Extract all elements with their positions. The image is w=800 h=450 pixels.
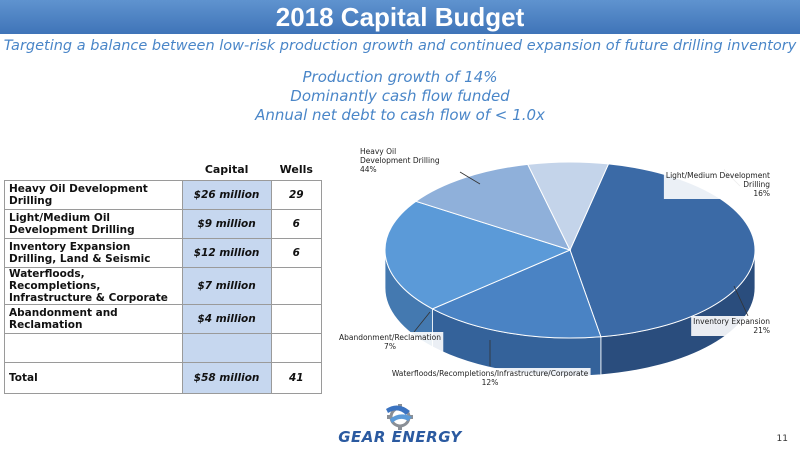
row-category [4, 333, 183, 363]
key-point: Annual net debt to cash flow of < 1.0x [255, 106, 545, 124]
company-logo: GEAR ENERGY [330, 404, 470, 450]
data-label-box [358, 146, 442, 175]
data-label-box [389, 368, 591, 388]
row-category: Inventory Expansion Drilling, Land & Sei… [4, 238, 183, 268]
row-capital: $12 million [181, 238, 272, 268]
row-capital [181, 333, 272, 363]
row-wells [270, 267, 323, 305]
capital-allocation-pie-chart: Heavy Oil Development Drilling 44% Light/Me… [336, 146, 773, 388]
slice-label: Waterfloods/Recompletions/Infrastructure… [392, 369, 589, 387]
key-point: Production growth of 14% [302, 68, 498, 86]
row-capital: $7 million [181, 267, 272, 305]
table-row: Inventory Expansion Drilling, Land & Sei… [4, 238, 323, 268]
tagline: Targeting a balance between low-risk pro… [3, 38, 797, 54]
table-row [4, 333, 323, 363]
total-capital: $58 million [181, 362, 272, 394]
row-wells: 29 [270, 180, 323, 210]
pie-slice [526, 161, 610, 252]
key-points: Production growth of 14% Dominantly cash… [0, 68, 800, 125]
row-wells [270, 304, 323, 334]
row-capital: $26 million [181, 180, 272, 210]
capital-budget-table: Capital Wells Heavy Oil Development Dril… [4, 158, 323, 394]
slice-label: Inventory Expansion 21% [693, 317, 770, 335]
page-number: 11 [776, 434, 788, 444]
page-title: 2018 Capital Budget [0, 0, 800, 34]
row-category: Abandonment and Reclamation [4, 304, 183, 334]
row-category: Waterfloods, Recompletions, Infrastructu… [4, 267, 183, 305]
key-point: Dominantly cash flow funded [290, 87, 510, 105]
row-capital: $4 million [181, 304, 272, 334]
table-row: Abandonment and Reclamation $4 million [4, 304, 323, 334]
pie-slice [431, 249, 602, 339]
table-row: Waterfloods, Recompletions, Infrastructu… [4, 267, 323, 305]
slice-label: Light/Medium Development Drilling 16% [666, 171, 770, 198]
row-category: Light/Medium Oil Development Drilling [4, 209, 183, 239]
total-label: Total [4, 362, 183, 394]
slice-label: Abandonment/Reclamation 7% [339, 333, 441, 351]
table-row: Light/Medium Oil Development Drilling $9… [4, 209, 323, 239]
row-capital: $9 million [181, 209, 272, 239]
pie-slice [414, 163, 571, 251]
table-header-row: Capital Wells [5, 158, 322, 181]
table-row: Heavy Oil Development Drilling $26 milli… [4, 180, 323, 210]
leader-line [459, 171, 481, 185]
leader-line [733, 285, 749, 317]
table-total-row: Total $58 million 41 [4, 362, 323, 394]
header-capital: Capital [204, 162, 249, 176]
pie-slice [384, 200, 572, 310]
row-wells: 6 [270, 209, 323, 239]
row-wells [270, 333, 323, 363]
header-category [5, 158, 183, 181]
data-label-box [663, 170, 773, 199]
leader-line [413, 311, 431, 333]
gear-icon [386, 404, 413, 430]
slice-label: Heavy Oil Development Drilling 44% [360, 147, 440, 174]
logo-text: GEAR ENERGY [338, 428, 462, 446]
row-category: Heavy Oil Development Drilling [4, 180, 183, 210]
data-label-box [691, 316, 773, 336]
row-wells: 6 [270, 238, 323, 268]
header-wells: Wells [279, 162, 313, 176]
total-wells: 41 [270, 362, 323, 394]
data-label-box [336, 332, 444, 352]
